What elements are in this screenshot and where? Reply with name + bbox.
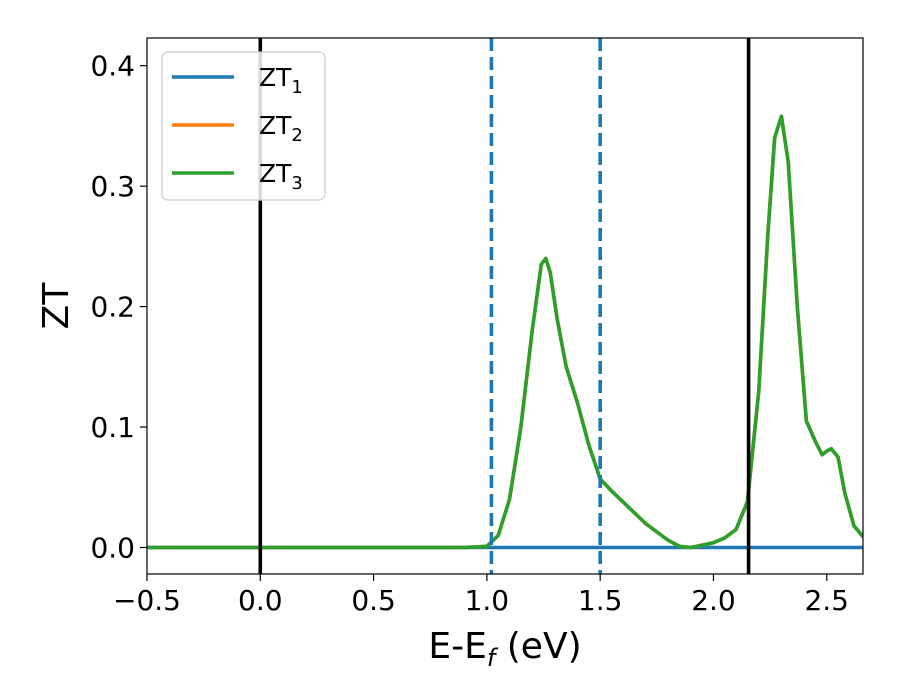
legend-label-zt2: ZT2 <box>259 111 303 146</box>
x-axis-title: E-Ef (eV) <box>428 626 581 672</box>
x-tick-label: 1.0 <box>465 584 510 617</box>
series-line-zt3 <box>147 114 863 550</box>
axes <box>146 37 864 575</box>
x-axis-title-main: E-E <box>428 626 486 667</box>
x-tick-label: 0.0 <box>238 584 283 617</box>
legend: ZT1 ZT2 ZT3 <box>161 51 326 201</box>
y-tick-label: 0.1 <box>90 411 135 444</box>
legend-label-zt3: ZT3 <box>259 159 303 194</box>
ticks: −0.5 0.0 0.5 1.0 1.5 2.0 2.5 0.0 0.1 0.2 0.3 0.4 <box>90 50 849 617</box>
x-tick-label: 1.5 <box>578 584 623 617</box>
x-tick-label: 2.5 <box>804 584 849 617</box>
x-tick-label: −0.5 <box>113 584 181 617</box>
y-tick-label: 0.3 <box>90 170 135 203</box>
legend-box <box>161 51 326 201</box>
x-axis-title-unit: (eV) <box>495 626 581 667</box>
y-axis-title: ZT <box>36 282 77 330</box>
y-tick-label: 0.0 <box>90 532 135 565</box>
x-tick-label: 2.0 <box>691 584 736 617</box>
legend-label-zt1: ZT1 <box>259 63 303 98</box>
axes-frame <box>146 37 864 575</box>
y-tick-label: 0.4 <box>90 50 135 83</box>
y-tick-label: 0.2 <box>90 291 135 324</box>
x-tick-label: 0.5 <box>351 584 396 617</box>
